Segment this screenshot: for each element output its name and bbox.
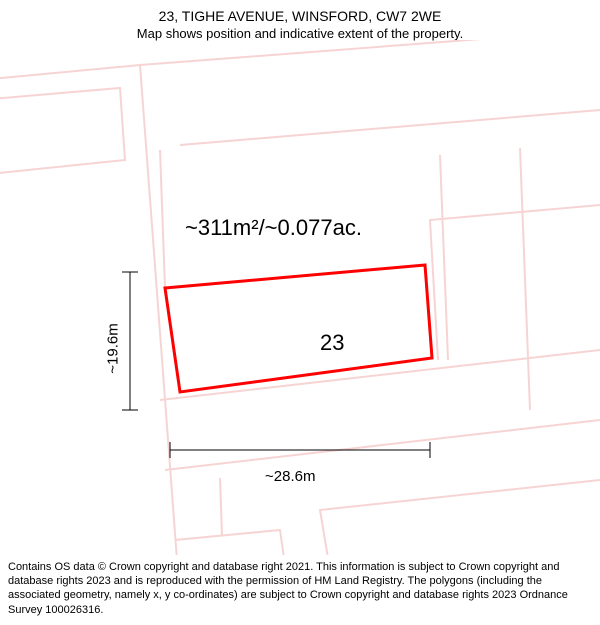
header: 23, TIGHE AVENUE, WINSFORD, CW7 2WE Map … xyxy=(0,0,600,41)
copyright-footer: Contains OS data © Crown copyright and d… xyxy=(8,560,592,617)
height-dimension-line xyxy=(122,272,138,410)
map-area: ~311m²/~0.077ac. 23 ~28.6m ~19.6m xyxy=(0,40,600,555)
width-dimension-label: ~28.6m xyxy=(265,468,315,485)
height-dimension-label: ~19.6m xyxy=(105,323,122,373)
area-label: ~311m²/~0.077ac. xyxy=(185,215,362,241)
plot-number-label: 23 xyxy=(320,330,344,356)
map-subtitle: Map shows position and indicative extent… xyxy=(0,26,600,41)
address-title: 23, TIGHE AVENUE, WINSFORD, CW7 2WE xyxy=(0,8,600,24)
